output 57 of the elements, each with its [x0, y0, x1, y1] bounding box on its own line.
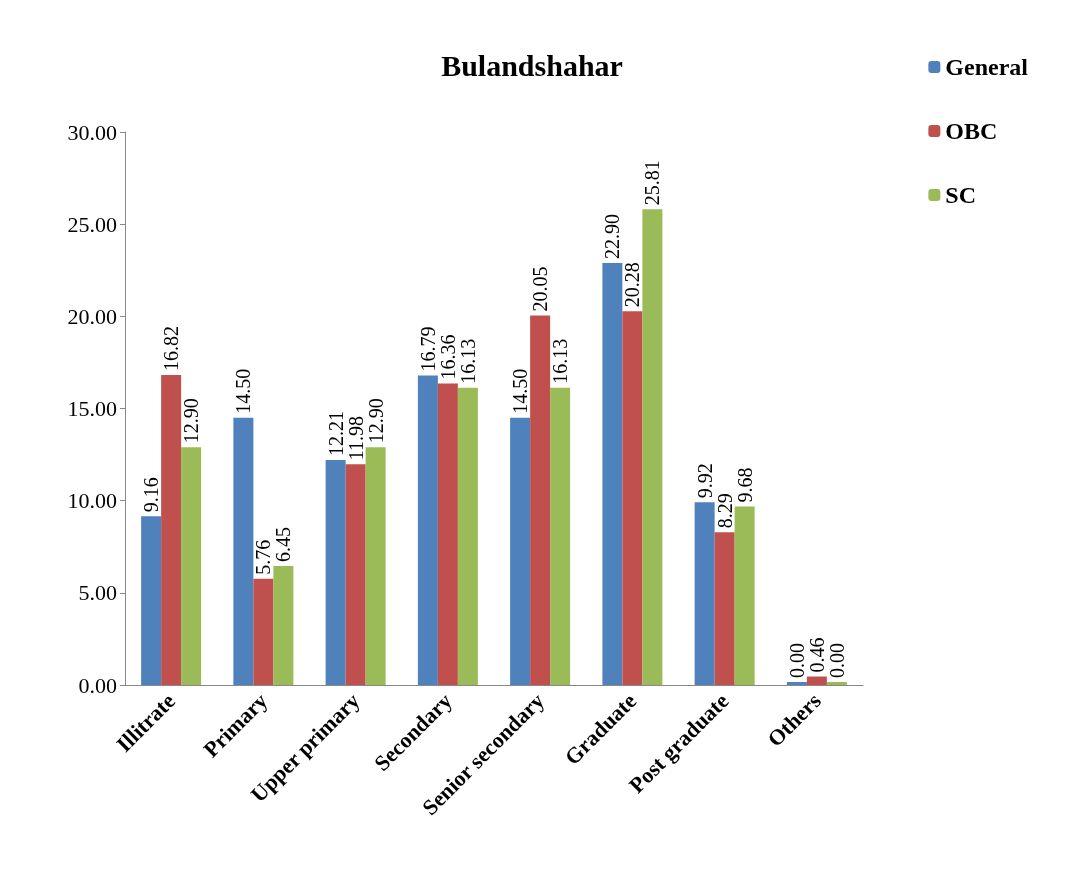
bar	[530, 315, 551, 685]
y-tick-label: 5.00	[78, 580, 117, 606]
bar	[365, 447, 386, 685]
bar	[734, 506, 755, 685]
bar	[345, 464, 366, 685]
data-label: 9.92	[693, 463, 716, 499]
data-label: 12.90	[364, 398, 387, 444]
bar	[457, 387, 478, 685]
bar	[437, 383, 458, 685]
bar	[694, 502, 715, 685]
bar	[161, 374, 182, 685]
y-tick-label: 15.00	[67, 396, 117, 421]
bar	[622, 311, 643, 685]
bar	[602, 262, 623, 685]
legend-label: OBC	[945, 118, 998, 144]
bar	[181, 447, 202, 685]
y-tick-label: 25.00	[67, 211, 117, 237]
data-label: 5.76	[252, 539, 275, 575]
bar	[642, 209, 663, 685]
bar	[325, 459, 346, 685]
y-tick-label: 10.00	[67, 488, 117, 514]
y-tick-label: 20.00	[67, 303, 117, 329]
data-label: 16.13	[456, 338, 479, 384]
legend-label: General	[945, 54, 1029, 80]
data-label: 16.36	[436, 334, 459, 380]
data-label: 0.00	[825, 643, 848, 678]
bar	[141, 516, 162, 685]
data-label: 9.16	[140, 477, 163, 513]
data-label: 16.13	[549, 338, 572, 384]
data-label: 14.50	[232, 368, 255, 414]
data-label: 0.46	[805, 637, 828, 673]
bar	[417, 375, 438, 685]
data-label: 14.50	[509, 368, 532, 414]
data-label: 0.00	[785, 643, 808, 678]
data-label: 11.98	[344, 415, 367, 461]
bar	[273, 566, 294, 685]
bar	[806, 676, 827, 685]
data-label: 22.90	[601, 213, 624, 259]
data-label: 16.79	[416, 326, 439, 372]
bar	[714, 532, 735, 685]
data-label: 25.81	[641, 160, 664, 206]
data-label: 12.90	[180, 398, 203, 444]
data-label: 6.45	[272, 527, 295, 563]
bar	[550, 387, 571, 685]
bar	[510, 417, 531, 685]
bar	[253, 578, 274, 685]
data-label: 20.28	[621, 262, 644, 308]
legend-label: SC	[945, 182, 977, 208]
data-label: 20.05	[529, 266, 552, 312]
data-label: 8.29	[713, 493, 736, 529]
y-tick-label: 30.00	[67, 119, 117, 145]
data-label: 9.68	[733, 467, 756, 503]
data-label: 12.21	[324, 410, 347, 456]
chart-title: Bulandshahar	[441, 48, 623, 82]
data-label: 16.82	[160, 325, 183, 371]
bar	[233, 417, 254, 685]
y-tick-label: 0.00	[78, 672, 117, 698]
